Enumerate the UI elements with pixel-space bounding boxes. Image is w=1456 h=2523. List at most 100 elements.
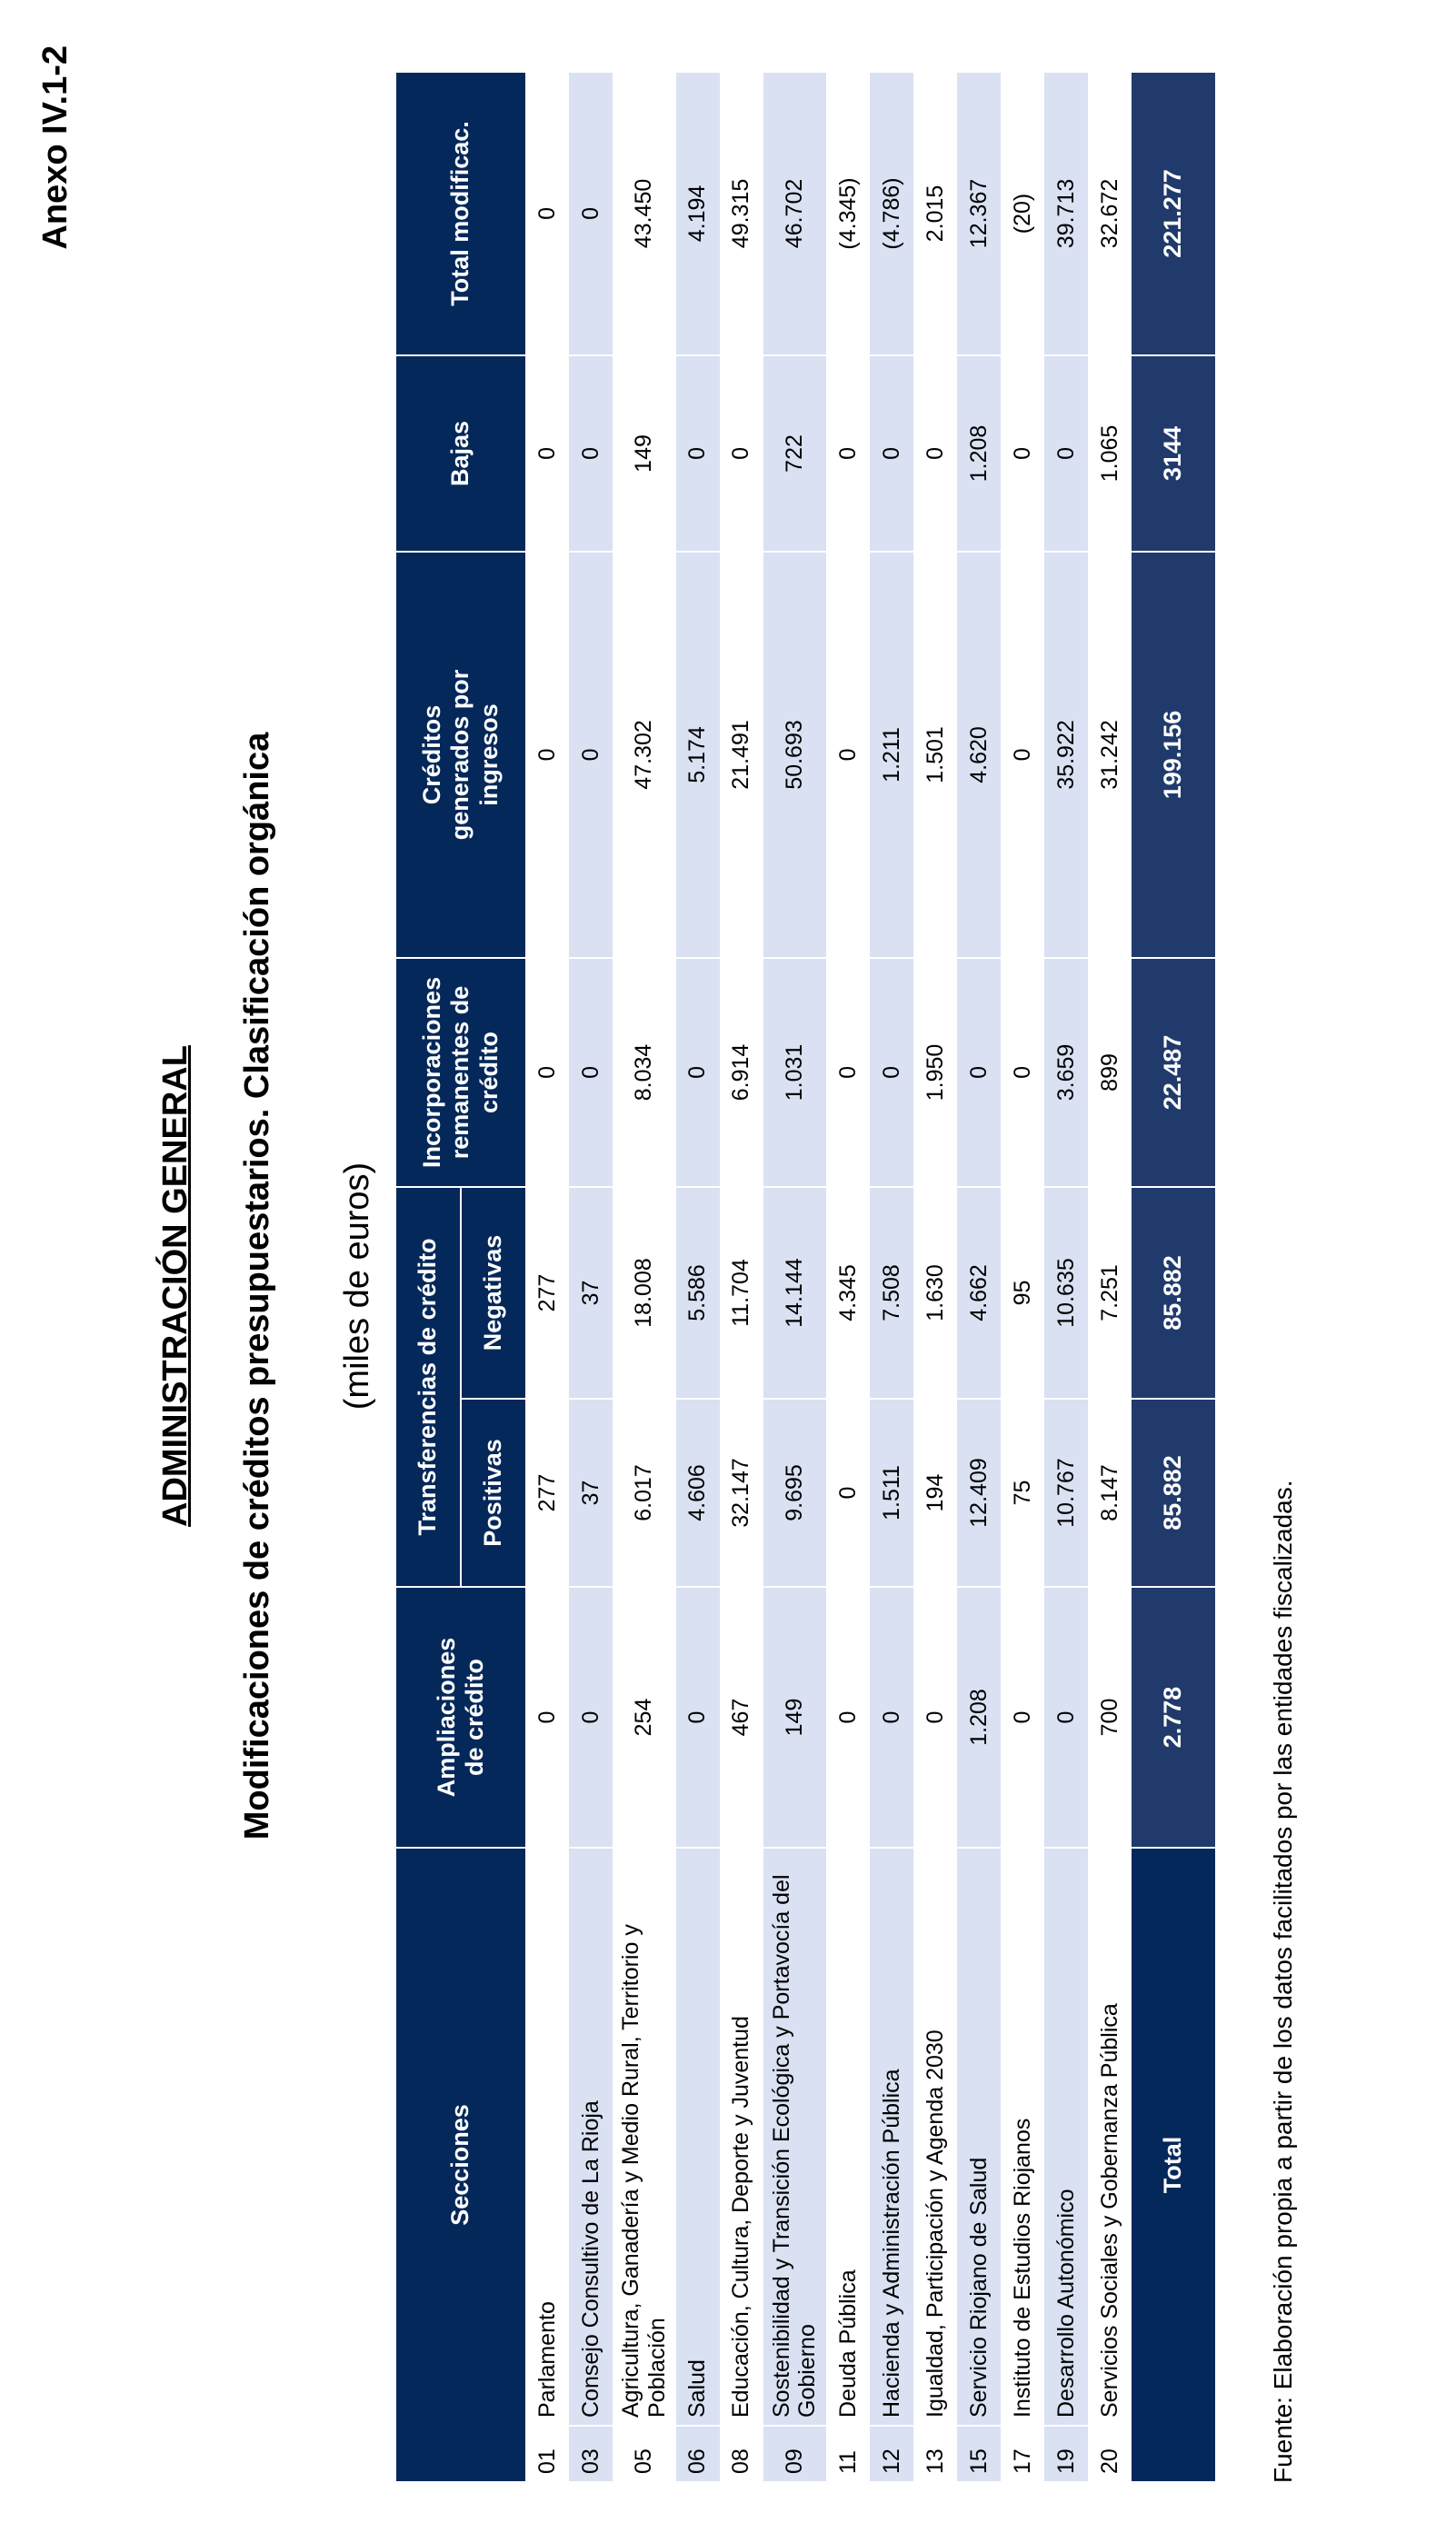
value-cell: 5.586 bbox=[675, 1187, 720, 1398]
value-cell: 0 bbox=[922, 1710, 948, 1724]
value-cell: 899 bbox=[1096, 1053, 1122, 1092]
value-cell: 0 bbox=[569, 958, 613, 1186]
value-cell: 37 bbox=[569, 1187, 613, 1398]
value-cell: 46.702 bbox=[763, 72, 826, 354]
value-cell: (4.786) bbox=[870, 72, 913, 354]
value-cell: 0 bbox=[534, 748, 560, 762]
section-code: 08 bbox=[728, 2448, 754, 2474]
header-cell: Ampliaciones de crédito bbox=[396, 1587, 525, 1847]
value-cell: 254 bbox=[631, 1698, 657, 1737]
value-cell: 0 bbox=[834, 1066, 861, 1079]
section-code: 03 bbox=[569, 2427, 613, 2481]
value-cell: 12.367 bbox=[957, 72, 1001, 354]
footnote: Fuente: Elaboración propia a partir de l… bbox=[1269, 1480, 1297, 2483]
value-cell: 0 bbox=[675, 958, 720, 1186]
value-cell: 50.693 bbox=[763, 552, 826, 957]
value-cell: 0 bbox=[569, 1587, 613, 1847]
value-cell: 277 bbox=[534, 1473, 560, 1512]
value-cell: 49.315 bbox=[728, 178, 754, 249]
value-cell: 0 bbox=[534, 447, 560, 460]
table-row: 17 Instituto de Estudios Riojanos 0 75 95 0 0 0… bbox=[1001, 73, 1044, 2481]
value-cell: 0 bbox=[534, 207, 560, 220]
table-row: 12 Hacienda y Administración Pública 0 1.51… bbox=[870, 72, 913, 2481]
section-code: 15 bbox=[957, 2427, 1001, 2481]
value-cell: 1.511 bbox=[870, 1399, 913, 1586]
value-cell: 0 bbox=[1009, 447, 1035, 460]
value-cell: 35.922 bbox=[1044, 552, 1088, 957]
subtitle: Modificaciones de créditos presupuestari… bbox=[238, 732, 276, 1840]
value-cell: 37 bbox=[569, 1399, 613, 1586]
value-cell: 0 bbox=[834, 1710, 861, 1724]
total-value: 199.156 bbox=[1132, 552, 1215, 957]
table-row: 13 Igualdad, Participación y Agenda 2030 0… bbox=[913, 73, 957, 2481]
value-cell: 700 bbox=[1096, 1698, 1122, 1737]
value-cell: 7.508 bbox=[870, 1187, 913, 1398]
value-cell: 32.147 bbox=[728, 1458, 754, 1528]
value-cell: 0 bbox=[870, 355, 913, 551]
section-name: Igualdad, Participación y Agenda 2030 bbox=[922, 2029, 948, 2418]
section-code: 17 bbox=[1009, 2448, 1035, 2474]
section-name: Instituto de Estudios Riojanos bbox=[1009, 2118, 1035, 2418]
header-cell: Incorporaciones remanentes de crédito bbox=[396, 958, 525, 1186]
table-row: 09 Sostenibilidad y Transición Ecológica … bbox=[763, 72, 826, 2481]
header-cell: Transferencias de crédito bbox=[396, 1187, 460, 1586]
value-cell: 39.713 bbox=[1044, 72, 1088, 354]
value-cell: 0 bbox=[569, 72, 613, 354]
total-label: Total bbox=[1132, 1848, 1215, 2481]
value-cell: 0 bbox=[1009, 1066, 1035, 1079]
section-code: 19 bbox=[1044, 2427, 1088, 2481]
value-cell: 0 bbox=[870, 958, 913, 1186]
value-cell: 467 bbox=[728, 1698, 754, 1737]
section-code: 01 bbox=[534, 2448, 560, 2474]
value-cell: 277 bbox=[534, 1273, 560, 1312]
value-cell: 6.914 bbox=[728, 1043, 754, 1102]
section-name: Servicio Riojano de Salud bbox=[957, 1848, 1001, 2425]
value-cell: 32.672 bbox=[1096, 178, 1122, 249]
value-cell: 95 bbox=[1009, 1280, 1035, 1306]
annex-label: Anexo IV.1-2 bbox=[36, 45, 75, 250]
value-cell: 43.450 bbox=[631, 178, 657, 249]
value-cell: 14.144 bbox=[763, 1187, 826, 1398]
section-code: 12 bbox=[870, 2427, 913, 2481]
table-row: 03 Consejo Consultivo de La Rioja 0 37 37 0 0 0… bbox=[569, 72, 613, 2481]
value-cell: 6.017 bbox=[631, 1464, 657, 1521]
value-cell: 0 bbox=[675, 355, 720, 551]
section-name: Salud bbox=[675, 1848, 720, 2425]
table-row: 08 Educación, Cultura, Deporte y Juventud… bbox=[720, 73, 763, 2481]
value-cell: 1.630 bbox=[922, 1264, 948, 1321]
total-value: 85.882 bbox=[1132, 1399, 1215, 1586]
value-cell: 47.302 bbox=[631, 720, 657, 790]
section-name: Parlamento bbox=[534, 2301, 560, 2418]
section-name: Consejo Consultivo de La Rioja bbox=[569, 1848, 613, 2425]
section-name: Educación, Cultura, Deporte y Juventud bbox=[728, 2016, 754, 2418]
header-cell: Secciones bbox=[396, 1848, 525, 2481]
title: ADMINISTRACIÓN GENERAL bbox=[156, 1045, 194, 1527]
units: (miles de euros) bbox=[338, 1162, 376, 1411]
value-cell: 1.208 bbox=[957, 1587, 1001, 1847]
value-cell: 0 bbox=[870, 1587, 913, 1847]
table-row: 05 Agricultura, Ganadería y Medio Rural, … bbox=[613, 73, 676, 2481]
header-cell: Total modificac. bbox=[396, 72, 525, 354]
value-cell: 1.065 bbox=[1096, 424, 1122, 483]
value-cell: 722 bbox=[763, 355, 826, 551]
value-cell: (4.345) bbox=[834, 177, 861, 250]
value-cell: 0 bbox=[834, 748, 861, 762]
value-cell: 0 bbox=[1044, 355, 1088, 551]
value-cell: 7.251 bbox=[1096, 1264, 1122, 1321]
total-value: 3144 bbox=[1132, 355, 1215, 551]
section-code: 20 bbox=[1096, 2448, 1122, 2474]
section-name: Hacienda y Administración Pública bbox=[870, 1848, 913, 2425]
value-cell: 12.409 bbox=[957, 1399, 1001, 1586]
header-cell: Créditos generados por ingresos bbox=[396, 552, 525, 957]
header-cell: Bajas bbox=[396, 355, 525, 551]
header-cell: Negativas bbox=[460, 1187, 525, 1398]
section-name: Agricultura, Ganadería y Medio Rural, Te… bbox=[618, 1924, 670, 2418]
value-cell: 0 bbox=[534, 1066, 560, 1079]
total-value: 221.277 bbox=[1132, 72, 1215, 354]
table-row: 06 Salud 0 4.606 5.586 0 5.174 0 4.194 bbox=[675, 72, 720, 2481]
value-cell: 0 bbox=[1009, 748, 1035, 762]
value-cell: 4.620 bbox=[957, 552, 1001, 957]
value-cell: 149 bbox=[763, 1587, 826, 1847]
value-cell: 1.950 bbox=[922, 1043, 948, 1102]
